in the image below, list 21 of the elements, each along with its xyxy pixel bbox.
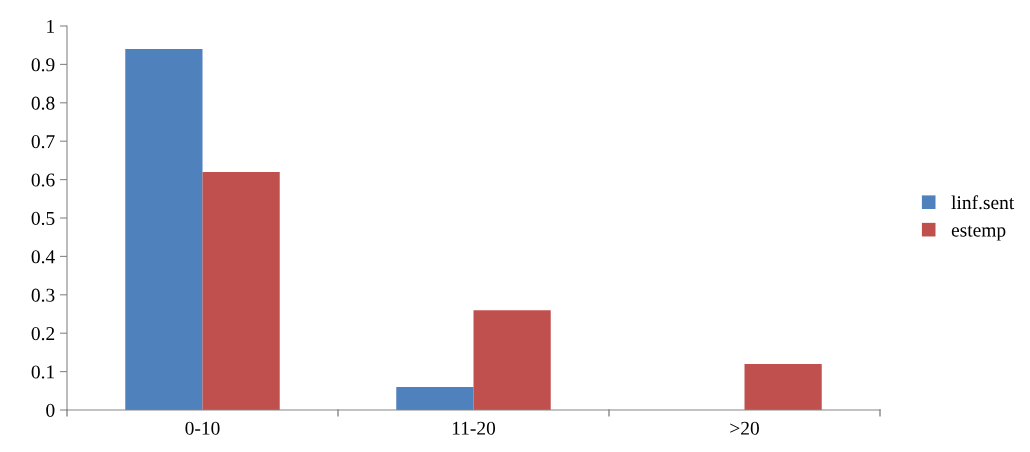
x-tick-label: 11-20: [452, 421, 496, 435]
y-tick-label: 0.3: [31, 288, 55, 302]
legend-label: linf.sent: [951, 195, 1015, 210]
y-tick-label: 0.6: [31, 173, 55, 187]
bar: [202, 171, 280, 410]
bar: [744, 363, 822, 410]
x-tick-label: >20: [730, 421, 759, 435]
bar: [473, 310, 551, 410]
y-tick-label: 0.8: [31, 96, 55, 110]
y-tick-label: 0.9: [31, 58, 55, 72]
y-tick-label: 0.5: [31, 211, 55, 226]
bar: [396, 386, 474, 410]
y-tick-label: 0: [46, 403, 55, 417]
y-tick-label: 0.2: [31, 327, 55, 341]
y-tick-label: 0.4: [31, 250, 55, 264]
y-tick-label: 1: [47, 19, 55, 33]
legend-label: estemp: [951, 225, 1006, 241]
y-tick-label: 0.1: [31, 365, 55, 379]
bar: [125, 49, 203, 410]
y-tick-label: 0.7: [31, 135, 55, 149]
x-tick-label: 0-10: [185, 421, 220, 435]
